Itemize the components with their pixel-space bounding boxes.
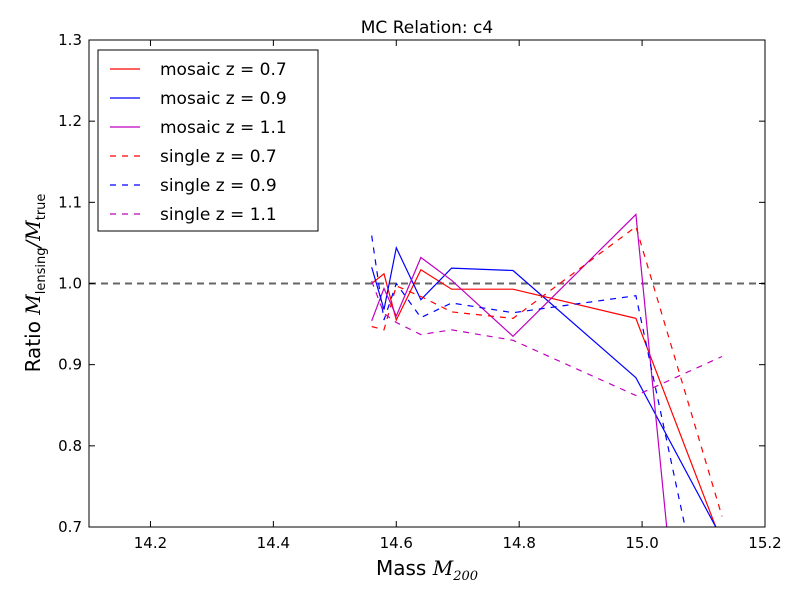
x-axis-label-var: M <box>432 556 454 580</box>
series-line <box>371 235 686 527</box>
legend: mosaic z = 0.7 mosaic z = 0.9 mosaic z = 1… <box>97 49 319 232</box>
chart-title: MC Relation: c4 <box>361 18 493 38</box>
x-tick-label: 15.0 <box>625 534 658 552</box>
x-tick-label: 14.6 <box>380 534 413 552</box>
legend-label: mosaic z = 0.7 <box>160 60 287 80</box>
x-axis-label-sub: 200 <box>452 569 478 584</box>
series-line <box>371 213 668 527</box>
x-tick-label: 14.2 <box>134 534 167 552</box>
series-line <box>371 280 723 397</box>
legend-label: mosaic z = 0.9 <box>160 89 287 109</box>
y-axis-label-prefix: Ratio <box>21 321 45 372</box>
legend-box <box>97 49 319 232</box>
y-tick-label: 1.1 <box>58 193 82 211</box>
legend-label: mosaic z = 1.1 <box>160 118 287 138</box>
y-axis-label-den-sub: true <box>34 194 49 221</box>
legend-label: single z = 1.1 <box>160 205 277 225</box>
y-axis-label-num-var: M <box>21 294 45 316</box>
legend-label: single z = 0.9 <box>160 176 277 196</box>
x-tick-label: 15.2 <box>748 534 781 552</box>
x-tick-label: 14.4 <box>257 534 290 552</box>
series-line <box>371 225 723 517</box>
y-tick-label: 0.7 <box>58 518 82 536</box>
x-axis-label: Mass M200 <box>376 556 478 584</box>
y-axis: 0.7 0.8 0.9 1.0 1.1 1.2 1.3 <box>58 31 765 536</box>
y-tick-label: 1.3 <box>58 31 82 49</box>
y-tick-label: 0.8 <box>58 437 82 455</box>
y-axis-label: Ratio Mlensing/Mtrue <box>21 194 49 373</box>
plot-series <box>89 213 765 527</box>
y-axis-label-slash: / <box>21 238 45 249</box>
x-axis: 14.2 14.4 14.6 14.8 15.0 15.2 <box>134 40 782 552</box>
x-axis-label-prefix: Mass <box>376 556 426 580</box>
series-line <box>371 245 717 527</box>
series-line <box>371 268 717 527</box>
y-axis-label-num-sub: lensing <box>34 247 49 294</box>
x-tick-label: 14.8 <box>502 534 535 552</box>
y-axis-label-den-var: M <box>21 220 45 242</box>
y-tick-label: 1.2 <box>58 112 82 130</box>
y-tick-label: 1.0 <box>58 275 82 293</box>
legend-items: mosaic z = 0.7 mosaic z = 0.9 mosaic z = 1… <box>110 60 287 225</box>
y-tick-label: 0.9 <box>58 356 82 374</box>
legend-label: single z = 0.7 <box>160 147 277 167</box>
